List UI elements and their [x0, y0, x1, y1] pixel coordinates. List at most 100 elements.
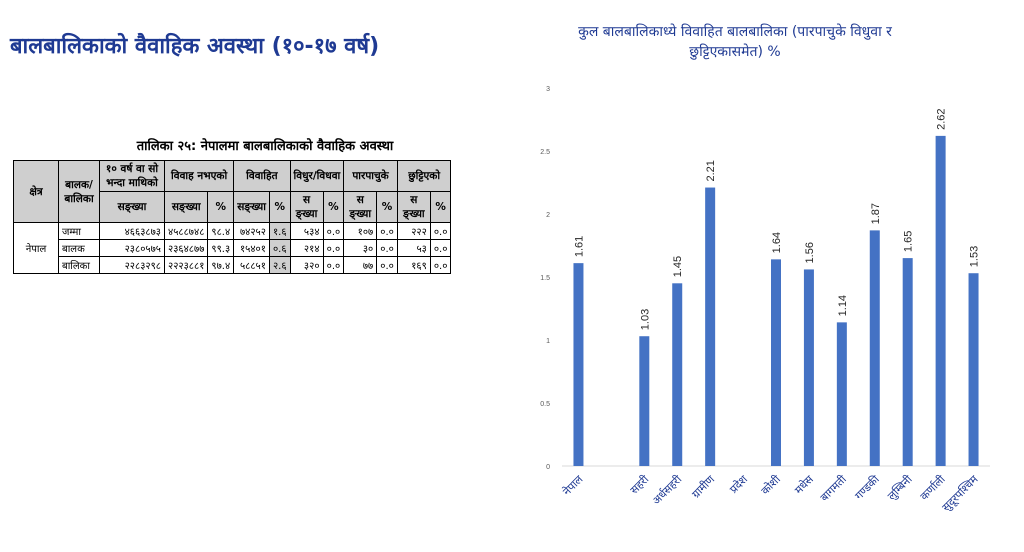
cell-divorced-count: ५३ — [396, 239, 431, 257]
header-child: बालक/ बालिका — [58, 160, 100, 223]
subheader-percent: % — [207, 191, 235, 223]
cell-unmarried-percent: ९८.४ — [207, 222, 235, 240]
data-label: 1.64 — [771, 232, 783, 253]
bar — [869, 230, 880, 466]
table-caption: तालिका २५: नेपालमा बालबालिकाको वैवाहिक अ… — [136, 139, 394, 154]
data-label: 1.14 — [837, 295, 849, 316]
bar — [672, 283, 683, 466]
x-tick-label: कोशी — [759, 473, 784, 498]
header-widowed: विधुर/विधवा — [289, 160, 345, 192]
cell-separated-percent: ०.० — [376, 239, 398, 257]
x-tick-label: अर्धसहरी — [650, 473, 685, 508]
header-age-group: १० वर्ष वा सो भन्दा माथिको — [99, 160, 165, 192]
region-cell: नेपाल — [13, 222, 59, 274]
x-tick-label: प्रदेश — [727, 473, 750, 496]
cell-married-percent: ०.६ — [268, 239, 291, 257]
bar — [836, 322, 847, 466]
subheader-percent: % — [429, 191, 452, 223]
cell-divorced-percent: ०.० — [429, 239, 452, 257]
cell-unmarried-count: २३६४८७७ — [163, 239, 209, 257]
header-separated: पारपाचुके — [343, 160, 398, 192]
y-tick-label: 2.5 — [540, 149, 550, 156]
subheader-count: सङ्ख्या — [99, 191, 165, 223]
chart-title: कुल बालबालिकाध्ये विवाहित बालबालिका (पार… — [520, 22, 950, 62]
cell-total: २२८३२९८ — [99, 256, 165, 274]
cell-unmarried-percent: ९७.४ — [207, 256, 235, 274]
bar — [902, 258, 913, 466]
cell-total: ४६६३८७३ — [99, 222, 165, 240]
bar — [705, 187, 716, 466]
data-label: 1.65 — [903, 231, 915, 252]
data-label: 2.62 — [936, 108, 948, 129]
data-label: 1.45 — [672, 256, 684, 277]
data-label: 1.56 — [804, 242, 816, 263]
subheader-percent: % — [322, 191, 345, 223]
cell-separated-count: १०७ — [343, 222, 378, 240]
row-label: बालक — [58, 239, 100, 257]
y-tick-label: 0 — [546, 464, 550, 471]
marital-status-table: क्षेत्र बालक/ बालिका १० वर्ष वा सो भन्दा… — [13, 160, 452, 274]
cell-divorced-percent: ०.० — [429, 256, 452, 274]
x-tick-label: कर्णाली — [918, 473, 948, 503]
x-tick-label: ग्रामीण — [689, 472, 718, 501]
x-tick-label: सुदूरपश्चिम — [940, 473, 982, 515]
header-unmarried: विवाह नभएको — [163, 160, 235, 192]
cell-separated-count: ७७ — [343, 256, 378, 274]
cell-widowed-count: २१४ — [289, 239, 324, 257]
x-tick-label: लुम्बिनी — [885, 473, 915, 503]
cell-married-percent: २.६ — [268, 256, 291, 274]
x-tick-label: गण्डकी — [852, 473, 882, 503]
cell-divorced-count: २२२ — [396, 222, 431, 240]
bar — [771, 259, 781, 466]
cell-total: २३८०५७५ — [99, 239, 165, 257]
bar — [803, 269, 814, 466]
chart-title-line1: कुल बालबालिकाध्ये विवाहित बालबालिका (पार… — [578, 24, 892, 40]
cell-widowed-count: ५३४ — [289, 222, 324, 240]
cell-married-count: १५४०१ — [233, 239, 270, 257]
x-tick-label: मधेस — [792, 473, 816, 497]
table-row: नेपाल जम्मा ४६६३८७३ ४५८८७४८ ९८.४ ७४२५२ १… — [13, 222, 452, 274]
cell-unmarried-count: ४५८८७४८ — [163, 222, 209, 240]
x-tick-label: नेपाल — [560, 473, 586, 499]
y-tick-label: 3 — [546, 86, 550, 93]
subheader-count: स ङ्ख्या — [343, 191, 378, 223]
header-married: विवाहित — [233, 160, 291, 192]
cell-married-count: ५८८५१ — [233, 256, 270, 274]
subheader-count: स ङ्ख्या — [396, 191, 431, 223]
bar — [639, 336, 650, 466]
page-title: बालबालिकाको वैवाहिक अवस्था (१०-१७ वर्ष) — [10, 34, 380, 59]
header-region: क्षेत्र — [13, 160, 59, 223]
bar-chart: 0 0.5 1 1.5 2 2.5 3 1.61 नेपाल 1.03 सहरी 1.45 अर्धसह… — [540, 86, 990, 515]
bar — [935, 135, 946, 466]
cell-separated-percent: ०.० — [376, 222, 398, 240]
cell-widowed-percent: ०.० — [322, 239, 345, 257]
y-tick-label: 2 — [546, 212, 550, 219]
cell-widowed-count: ३२० — [289, 256, 324, 274]
cell-separated-percent: ०.० — [376, 256, 398, 274]
subheader-count: सङ्ख्या — [233, 191, 270, 223]
data-label: 1.61 — [573, 236, 585, 257]
subheader-percent: % — [376, 191, 398, 223]
header-divorced: छुट्टिएको — [396, 160, 452, 192]
y-tick-label: 1 — [546, 338, 550, 345]
row-label: जम्मा — [58, 222, 100, 240]
cell-divorced-count: १६९ — [396, 256, 431, 274]
cell-married-count: ७४२५२ — [233, 222, 270, 240]
x-tick-label: बागमती — [818, 473, 849, 504]
bar — [573, 263, 584, 466]
cell-widowed-percent: ०.० — [322, 256, 345, 274]
row-label: बालिका — [58, 256, 100, 274]
y-tick-label: 0.5 — [540, 401, 550, 408]
bar — [968, 273, 979, 466]
data-label: 1.53 — [969, 246, 981, 267]
table-row: बालक २३८०५७५ २३६४८७७ ९९.३ १५४०१ ०.६ २१४ … — [14, 239, 452, 257]
x-tick-label: सहरी — [628, 473, 652, 497]
cell-unmarried-count: २२२३८८१ — [163, 256, 209, 274]
cell-separated-count: ३० — [343, 239, 378, 257]
data-label: 2.21 — [705, 160, 717, 181]
cell-unmarried-percent: ९९.३ — [207, 239, 235, 257]
data-label: 1.87 — [870, 203, 882, 224]
cell-widowed-percent: ०.० — [322, 222, 345, 240]
chart-title-line2: छुट्टिएकासमेत) % — [689, 44, 781, 60]
table-row: बालिका २२८३२९८ २२२३८८१ ९७.४ ५८८५१ २.६ ३२… — [14, 256, 452, 274]
